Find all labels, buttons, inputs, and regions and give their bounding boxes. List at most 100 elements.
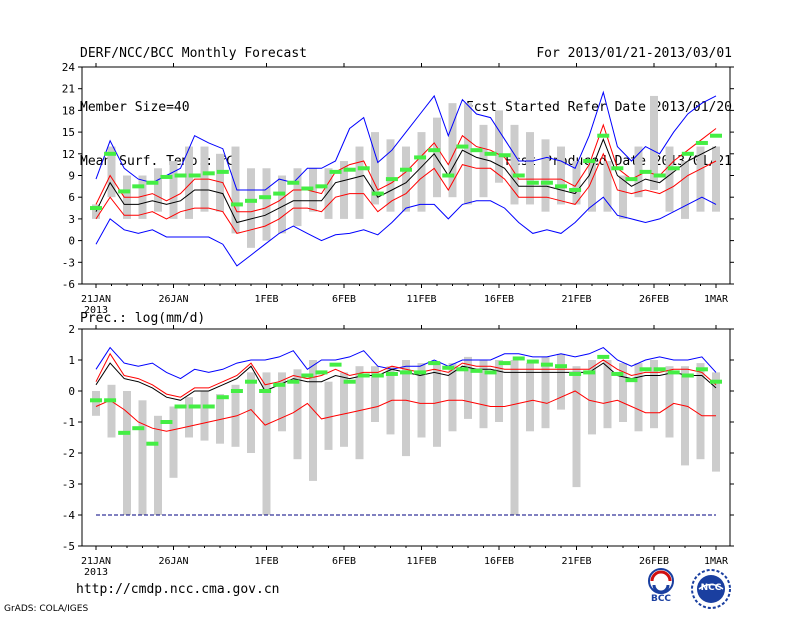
panel2-ytick-label-2: 2	[68, 323, 75, 336]
panel2-box-26	[495, 360, 503, 422]
panel1-box-17	[355, 146, 364, 219]
panel2-box-25	[479, 360, 488, 429]
bcc-logo-text: BCC	[650, 594, 672, 604]
source-url[interactable]: http://cmdp.ncc.cma.gov.cn	[76, 582, 280, 597]
panel2-median-marker-5	[160, 420, 173, 424]
panel2-ytick-label--2: -2	[62, 447, 75, 460]
panel1-median-marker-1	[104, 151, 117, 156]
panel1-box-38	[681, 161, 689, 219]
panel2-median-marker-35	[583, 370, 596, 375]
panel2-median-marker-24	[428, 361, 441, 366]
panel2-box-29	[541, 356, 550, 429]
grads-credit: GrADS: COLA/IGES	[4, 604, 89, 614]
panel2-median-marker-38	[625, 378, 638, 383]
panel2-box-3	[138, 400, 147, 515]
panel2-median-marker-40	[653, 367, 666, 372]
panel2-box-6	[185, 397, 193, 438]
panel1-median-marker-37	[611, 166, 624, 171]
panel1-median-marker-16	[315, 184, 328, 189]
panel1-xtick-label-2: 1FEB	[254, 294, 278, 305]
ncc-logo-text: NCC	[700, 583, 722, 593]
panel2-box-4	[154, 415, 162, 515]
panel2-xtick-label-4: 11FEB	[406, 556, 436, 567]
panel1-median-marker-6	[174, 173, 187, 178]
panel1-box-11	[262, 168, 271, 241]
panel2-median-marker-39	[639, 367, 652, 372]
panel1-ytick-label-0: 0	[68, 235, 75, 248]
panel1-box-24	[464, 103, 472, 205]
panel2-ytick-label--3: -3	[62, 478, 75, 491]
panel1-ytick-label-6: 6	[68, 191, 75, 204]
panel2-median-marker-25	[442, 365, 455, 370]
panel1-xtick-label-5: 16FEB	[484, 294, 514, 305]
panel1-box-40	[712, 146, 720, 212]
panel1-median-marker-18	[343, 167, 356, 172]
panel2-box-19	[386, 366, 395, 435]
panel2-median-marker-3	[132, 426, 145, 431]
panel2-box-34	[619, 363, 627, 422]
panel2-xtick-label-1: 26JAN	[158, 556, 188, 567]
panel1-median-marker-35	[583, 159, 596, 164]
panel1-median-marker-15	[301, 186, 314, 191]
panel2-box-23	[448, 363, 457, 432]
panel1-median-marker-7	[188, 173, 201, 178]
panel2-box-39	[696, 363, 705, 460]
panel2-box-7	[200, 391, 209, 441]
panel2-median-marker-43	[695, 367, 708, 372]
panel2-median-marker-33	[555, 364, 567, 369]
panel1-median-marker-3	[132, 184, 145, 189]
panel1-median-marker-4	[146, 180, 159, 185]
panel2-median-marker-0	[90, 398, 102, 403]
panel2-box-36	[650, 360, 658, 429]
panel2-box-38	[681, 366, 689, 466]
panel2-median-marker-15	[301, 373, 314, 378]
panel1-median-marker-41	[667, 166, 680, 171]
panel1-median-marker-0	[90, 206, 102, 211]
panel1-median-marker-14	[287, 180, 300, 185]
panel2-median-marker-18	[343, 379, 356, 384]
panel1-median-marker-21	[385, 177, 398, 182]
panel1-median-marker-23	[414, 155, 427, 160]
panel1-ytick-label--3: -3	[62, 256, 75, 269]
panel1-series-lower	[95, 152, 717, 234]
panel1-ytick-label-18: 18	[62, 104, 75, 117]
member-size: Member Size=40	[80, 100, 190, 115]
panel1-xtick-label-4: 11FEB	[406, 294, 436, 305]
panel1-box-10	[247, 168, 255, 248]
panel2-xtick-label-5: 16FEB	[484, 556, 514, 567]
panel1-ytick-label-24: 24	[62, 61, 76, 74]
panel2-ytick-label-1: 1	[68, 354, 75, 367]
panel1-median-marker-9	[216, 169, 229, 174]
panel1-median-marker-12	[259, 195, 272, 200]
panel2-box-15	[324, 381, 333, 450]
panel1-box-30	[557, 146, 565, 205]
panel2-box-14	[309, 360, 317, 481]
panel1-box-32	[588, 161, 596, 212]
panel1-box-25	[479, 124, 488, 198]
panel1-median-marker-28	[484, 151, 497, 156]
panel1-xtick-label-7: 26FEB	[639, 294, 669, 305]
panel2-median-marker-9	[216, 395, 229, 400]
panel2-box-18	[371, 366, 379, 422]
panel2-box-1	[107, 384, 116, 438]
panel1-year-label: 2013	[84, 305, 108, 316]
panel1-series-upper	[95, 123, 717, 213]
panel1-series-mean	[95, 137, 717, 224]
panel1-box-4	[154, 168, 162, 212]
panel2-box-13	[293, 369, 302, 460]
panel1-median-marker-38	[625, 177, 638, 182]
panel2-series-upper	[95, 352, 717, 398]
panel1-ytick-label-12: 12	[62, 148, 75, 161]
panel1-box-18	[371, 132, 379, 205]
panel1-box-21	[417, 132, 426, 212]
panel1-box-13	[293, 168, 302, 227]
panel2-median-marker-14	[287, 379, 300, 384]
panel1-median-marker-44	[710, 133, 722, 138]
panel2-median-marker-16	[315, 370, 328, 375]
panel2-median-marker-42	[681, 373, 694, 378]
panel2-box-22	[433, 363, 441, 447]
panel1-median-marker-32	[540, 180, 553, 185]
panel1-median-marker-2	[118, 189, 131, 194]
panel1-box-15	[324, 168, 333, 219]
panel1-median-marker-17	[329, 169, 342, 174]
